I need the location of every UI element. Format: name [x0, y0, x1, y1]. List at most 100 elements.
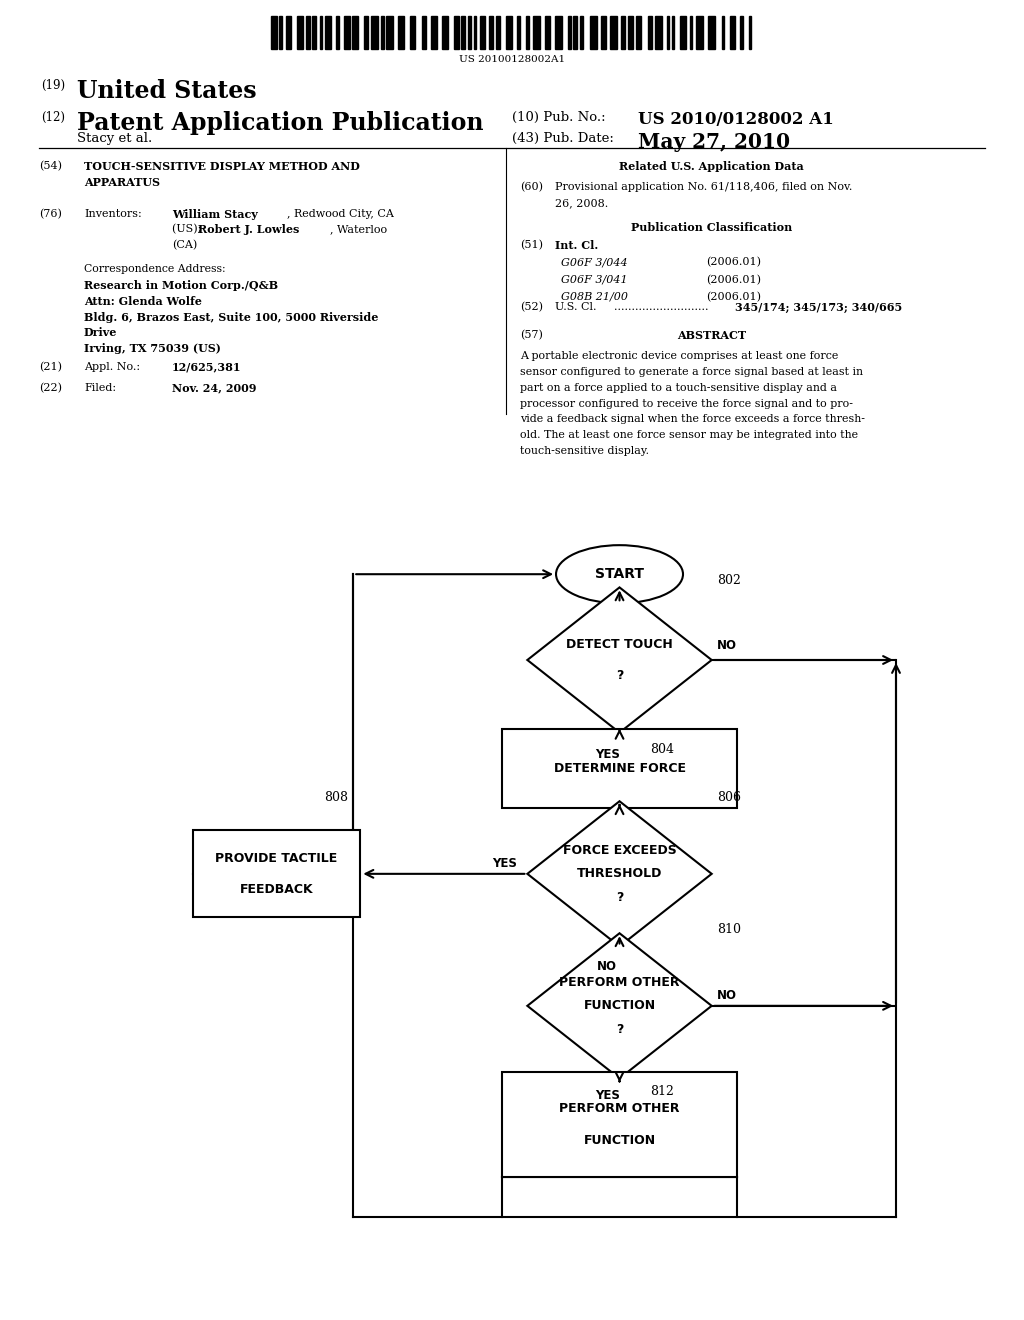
Text: ?: ? — [615, 669, 624, 682]
Text: (2006.01): (2006.01) — [707, 292, 762, 302]
Bar — [286, 16, 291, 49]
Bar — [690, 16, 692, 49]
Text: (10) Pub. No.:: (10) Pub. No.: — [512, 111, 605, 124]
Bar — [398, 16, 404, 49]
Bar — [497, 16, 500, 49]
Text: FUNCTION: FUNCTION — [584, 1134, 655, 1147]
Bar — [321, 16, 323, 49]
Text: (57): (57) — [520, 330, 543, 341]
Text: (CA): (CA) — [172, 240, 198, 251]
Bar — [430, 16, 437, 49]
Bar — [517, 16, 520, 49]
Bar — [312, 16, 315, 49]
Text: U.S. Cl.: U.S. Cl. — [555, 302, 597, 313]
Bar — [502, 729, 737, 808]
Bar — [381, 16, 384, 49]
Bar — [722, 16, 724, 49]
Text: part on a force applied to a touch-sensitive display and a: part on a force applied to a touch-sensi… — [520, 383, 838, 393]
Text: (19): (19) — [41, 79, 66, 92]
Text: 12/625,381: 12/625,381 — [172, 362, 242, 372]
Text: (US);: (US); — [172, 224, 205, 235]
Bar — [454, 16, 459, 49]
Text: sensor configured to generate a force signal based at least in: sensor configured to generate a force si… — [520, 367, 863, 378]
Text: Patent Application Publication: Patent Application Publication — [77, 111, 483, 135]
Text: (76): (76) — [39, 209, 61, 219]
Bar — [628, 16, 633, 49]
Text: old. The at least one force sensor may be integrated into the: old. The at least one force sensor may b… — [520, 430, 858, 441]
Text: NO: NO — [717, 639, 737, 652]
Text: Bldg. 6, Brazos East, Suite 100, 5000 Riverside: Bldg. 6, Brazos East, Suite 100, 5000 Ri… — [84, 312, 378, 322]
Text: 806: 806 — [717, 791, 740, 804]
Bar — [680, 16, 686, 49]
Polygon shape — [527, 933, 712, 1078]
Bar — [352, 16, 358, 49]
Text: NO: NO — [717, 989, 737, 1002]
Bar — [364, 16, 368, 49]
Bar — [532, 16, 540, 49]
Text: Related U.S. Application Data: Related U.S. Application Data — [620, 161, 804, 172]
Text: 345/174; 345/173; 340/665: 345/174; 345/173; 340/665 — [735, 302, 902, 313]
Bar — [326, 16, 331, 49]
Bar — [729, 16, 735, 49]
Text: United States: United States — [77, 79, 256, 103]
Text: Nov. 24, 2009: Nov. 24, 2009 — [172, 383, 257, 393]
Text: PROVIDE TACTILE: PROVIDE TACTILE — [215, 851, 338, 865]
Bar — [581, 16, 584, 49]
Bar — [636, 16, 641, 49]
Bar — [468, 16, 471, 49]
Bar — [442, 16, 449, 49]
Text: (54): (54) — [39, 161, 61, 172]
Text: DETECT TOUCH: DETECT TOUCH — [566, 638, 673, 651]
Text: 26, 2008.: 26, 2008. — [555, 198, 608, 209]
Text: 812: 812 — [650, 1085, 674, 1098]
Bar — [667, 16, 670, 49]
Text: touch-sensitive display.: touch-sensitive display. — [520, 446, 649, 457]
Text: ?: ? — [615, 891, 624, 904]
Text: processor configured to receive the force signal and to pro-: processor configured to receive the forc… — [520, 399, 853, 409]
Text: ?: ? — [615, 1023, 624, 1036]
Text: Publication Classification: Publication Classification — [631, 222, 793, 232]
Bar — [568, 16, 571, 49]
Bar — [591, 16, 597, 49]
Bar — [474, 16, 476, 49]
Text: G06F 3/044: G06F 3/044 — [561, 257, 628, 268]
Text: ...........................: ........................... — [614, 302, 709, 313]
Bar — [422, 16, 426, 49]
Text: (21): (21) — [39, 362, 61, 372]
Text: (51): (51) — [520, 240, 543, 251]
Bar — [648, 16, 652, 49]
Text: APPARATUS: APPARATUS — [84, 177, 160, 187]
Bar — [749, 16, 752, 49]
Text: Robert J. Lowles: Robert J. Lowles — [198, 224, 299, 235]
Text: Attn: Glenda Wolfe: Attn: Glenda Wolfe — [84, 296, 202, 306]
Bar — [193, 830, 360, 917]
Text: THRESHOLD: THRESHOLD — [577, 867, 663, 880]
Text: (2006.01): (2006.01) — [707, 275, 762, 285]
Text: PERFORM OTHER: PERFORM OTHER — [559, 1102, 680, 1115]
Text: US 20100128002A1: US 20100128002A1 — [459, 55, 565, 65]
Text: (60): (60) — [520, 182, 543, 193]
Bar — [545, 16, 550, 49]
Text: YES: YES — [595, 1089, 620, 1102]
Bar — [696, 16, 703, 49]
Text: YES: YES — [595, 748, 620, 762]
Bar — [672, 16, 675, 49]
Text: FUNCTION: FUNCTION — [584, 999, 655, 1012]
Text: (22): (22) — [39, 383, 61, 393]
Text: Irving, TX 75039 (US): Irving, TX 75039 (US) — [84, 343, 221, 354]
Text: Provisional application No. 61/118,406, filed on Nov.: Provisional application No. 61/118,406, … — [555, 182, 852, 193]
Bar — [573, 16, 577, 49]
Text: Inventors:: Inventors: — [84, 209, 141, 219]
Bar — [344, 16, 350, 49]
Text: Research in Motion Corp./Q&B: Research in Motion Corp./Q&B — [84, 280, 279, 290]
Text: 808: 808 — [325, 791, 348, 804]
Bar — [525, 16, 528, 49]
Text: TOUCH-SENSITIVE DISPLAY METHOD AND: TOUCH-SENSITIVE DISPLAY METHOD AND — [84, 161, 359, 172]
Text: 810: 810 — [717, 923, 740, 936]
Bar — [386, 16, 393, 49]
Bar — [271, 16, 276, 49]
Bar — [655, 16, 663, 49]
Text: YES: YES — [493, 857, 517, 870]
Text: (52): (52) — [520, 302, 543, 313]
Text: Correspondence Address:: Correspondence Address: — [84, 264, 225, 275]
